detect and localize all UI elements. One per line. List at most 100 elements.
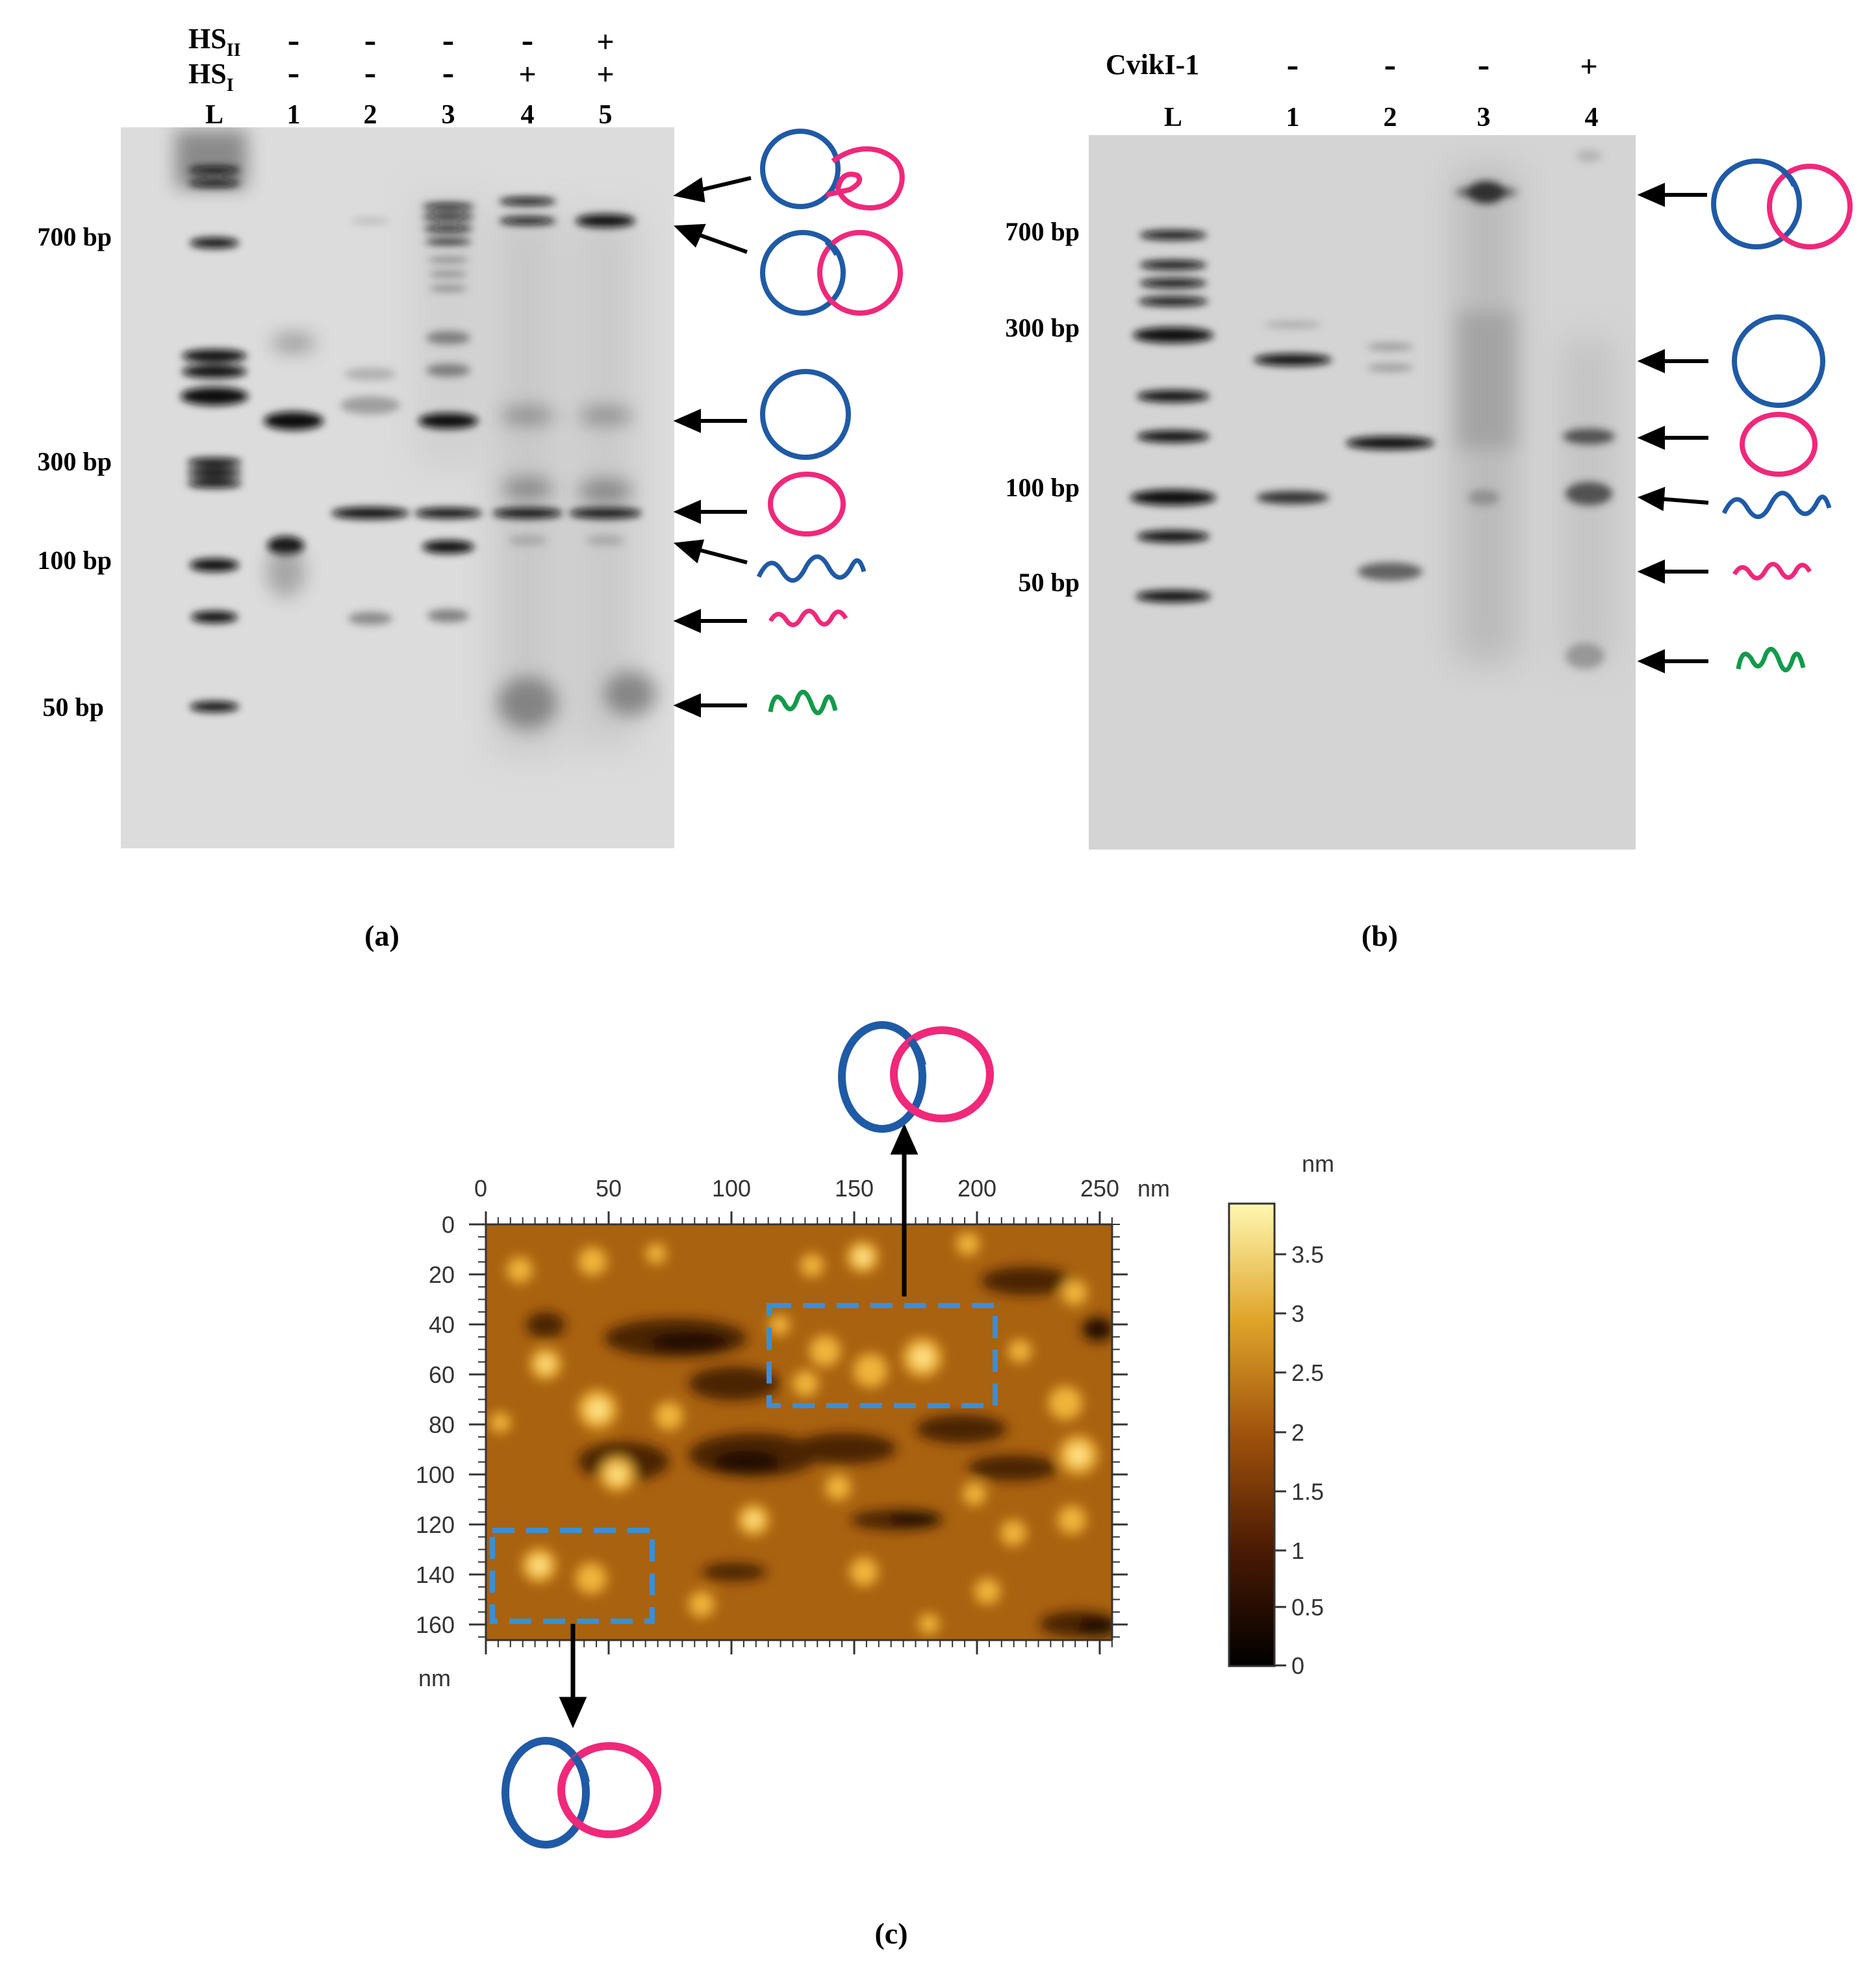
arrow-a-1: [673, 176, 752, 203]
x-tick-100: 100: [712, 1175, 751, 1202]
y-tick-140: 140: [416, 1561, 455, 1588]
catenane-top-pink-ring: [890, 1026, 994, 1122]
panel-b: CvikI-1 - - - + L 1 2 3 4 700 bp 300 bp …: [1006, 45, 1853, 952]
row-label-hs2: HSII: [188, 23, 241, 60]
catenane-knotted-icon: [760, 129, 905, 211]
mark-hs2-lane5: +: [596, 25, 614, 59]
arrow-a-7: [673, 693, 747, 718]
blue-ring-icon: [760, 369, 851, 460]
colorbar: nm 3.5 3 2.5 2 1.5 1 0.5 0: [1228, 1150, 1334, 1679]
size-label-b-100: 100 bp: [1006, 473, 1080, 502]
afm-image: [486, 1224, 1112, 1640]
selection-box-1: [767, 1303, 998, 1408]
arrow-b-3: [1637, 425, 1708, 450]
y-tick-100: 100: [416, 1461, 455, 1488]
arrow-b-5: [1637, 559, 1708, 584]
y-tick-120: 120: [416, 1511, 455, 1538]
y-tick-0: 0: [442, 1211, 455, 1238]
mark-hs1-lane4: +: [518, 57, 536, 92]
mark-hs2-lane2: -: [364, 20, 377, 60]
x-tick-0: 0: [474, 1175, 487, 1202]
size-label-300: 300 bp: [38, 447, 112, 476]
catenane-icon-b: [1711, 158, 1853, 249]
row-label-hs1: HSI: [188, 58, 234, 95]
y-tick-40: 40: [429, 1311, 455, 1338]
catenane-bottom-blue-ring: [501, 1737, 590, 1849]
lane-label-b-L: L: [1164, 103, 1182, 133]
x-minor-ticks: [485, 1217, 1113, 1647]
arrow-a-6: [673, 609, 747, 633]
row-label-cviki: CvikI-1: [1106, 49, 1199, 81]
arrow-a-3: [673, 409, 747, 433]
blue-linear-icon: [756, 554, 867, 583]
panel-b-legend: [1711, 158, 1853, 672]
panel-b-caption: (b): [1362, 919, 1398, 952]
lane-label-b-3: 3: [1477, 103, 1491, 133]
afm-y-axis: [469, 1223, 1128, 1640]
cbar-tick-2: 2: [1291, 1419, 1304, 1446]
catenane-icon: [760, 230, 903, 316]
panel-a-arrows: [673, 176, 752, 718]
arrow-b-4: [1637, 487, 1709, 511]
lane-label-5: 5: [599, 100, 613, 130]
afm-x-labels: 0 50 100 150 200 250 nm: [474, 1175, 1170, 1202]
panel-c-catenane-bottom: [501, 1737, 661, 1849]
pink-linear-icon: [768, 609, 848, 627]
lane-label-4: 4: [521, 100, 535, 130]
pink-linear-icon-b: [1732, 562, 1812, 581]
panel-a-caption: (a): [364, 919, 399, 952]
arrow-c-up: [890, 1123, 919, 1296]
afm-y-labels: 0 20 40 60 80 100 120 140 160 nm: [416, 1211, 455, 1691]
mark-cviki-lane3: -: [1478, 45, 1490, 85]
lane-label-3: 3: [442, 100, 455, 130]
x-tick-150: 150: [835, 1175, 874, 1202]
y-tick-80: 80: [429, 1411, 455, 1438]
panel-a-size-labels: 700 bp 300 bp 100 bp 50 bp: [38, 222, 112, 722]
mark-cviki-lane4: +: [1580, 49, 1597, 84]
cbar-tick-0.5: 0.5: [1291, 1594, 1324, 1621]
lane-label-b-2: 2: [1384, 103, 1397, 133]
mark-cviki-lane1: -: [1287, 45, 1299, 85]
arrow-a-2: [674, 223, 748, 254]
y-tick-160: 160: [416, 1612, 455, 1638]
afm-x-axis: [485, 1211, 1113, 1654]
mark-hs2-lane1: -: [288, 20, 300, 60]
arrow-b-1: [1637, 183, 1707, 207]
panel-b-arrows: [1637, 183, 1709, 674]
catenane-top-blue-ring: [838, 1021, 926, 1133]
mark-hs1-lane1: -: [288, 53, 300, 93]
colorbar-gradient: [1228, 1202, 1276, 1667]
x-tick-250: 250: [1080, 1175, 1119, 1202]
cbar-tick-1: 1: [1291, 1537, 1304, 1564]
green-linear-icon-b: [1736, 646, 1806, 672]
lane-label-b-4: 4: [1585, 103, 1599, 133]
panel-c-arrows: [559, 1123, 919, 1728]
selection-box-2: [490, 1528, 655, 1624]
panel-c-caption: (c): [874, 1917, 907, 1950]
mark-hs1-lane5: +: [596, 57, 614, 92]
size-label-700: 700 bp: [38, 222, 112, 251]
x-tick-50: 50: [596, 1175, 622, 1202]
size-label-b-50: 50 bp: [1019, 568, 1080, 597]
panel-b-size-labels: 700 bp 300 bp 100 bp 50 bp: [1006, 217, 1080, 597]
panel-c-catenane-top: [838, 1021, 994, 1133]
cbar-tick-0: 0: [1291, 1652, 1304, 1679]
size-label-b-700: 700 bp: [1006, 217, 1080, 246]
panel-a-header: HSII HSI - - - - + - - - + + L 1 2 3 4 5: [188, 20, 615, 130]
colorbar-unit: nm: [1302, 1150, 1334, 1177]
pink-ring-icon-b: [1740, 412, 1818, 477]
y-unit: nm: [418, 1665, 451, 1691]
size-label-100: 100 bp: [38, 546, 112, 575]
arrow-c-down: [559, 1624, 587, 1728]
x-tick-200: 200: [957, 1175, 996, 1202]
arrow-b-2: [1637, 349, 1708, 373]
lane-label-b-1: 1: [1286, 103, 1300, 133]
cbar-tick-3.5: 3.5: [1291, 1241, 1324, 1268]
cbar-tick-2.5: 2.5: [1291, 1359, 1324, 1386]
mark-hs1-lane3: -: [442, 53, 455, 93]
pink-ring-icon: [768, 472, 846, 537]
blue-linear-icon-b: [1721, 490, 1832, 519]
panel-b-header: CvikI-1 - - - + L 1 2 3 4: [1106, 45, 1599, 133]
cbar-tick-3: 3: [1291, 1300, 1304, 1327]
